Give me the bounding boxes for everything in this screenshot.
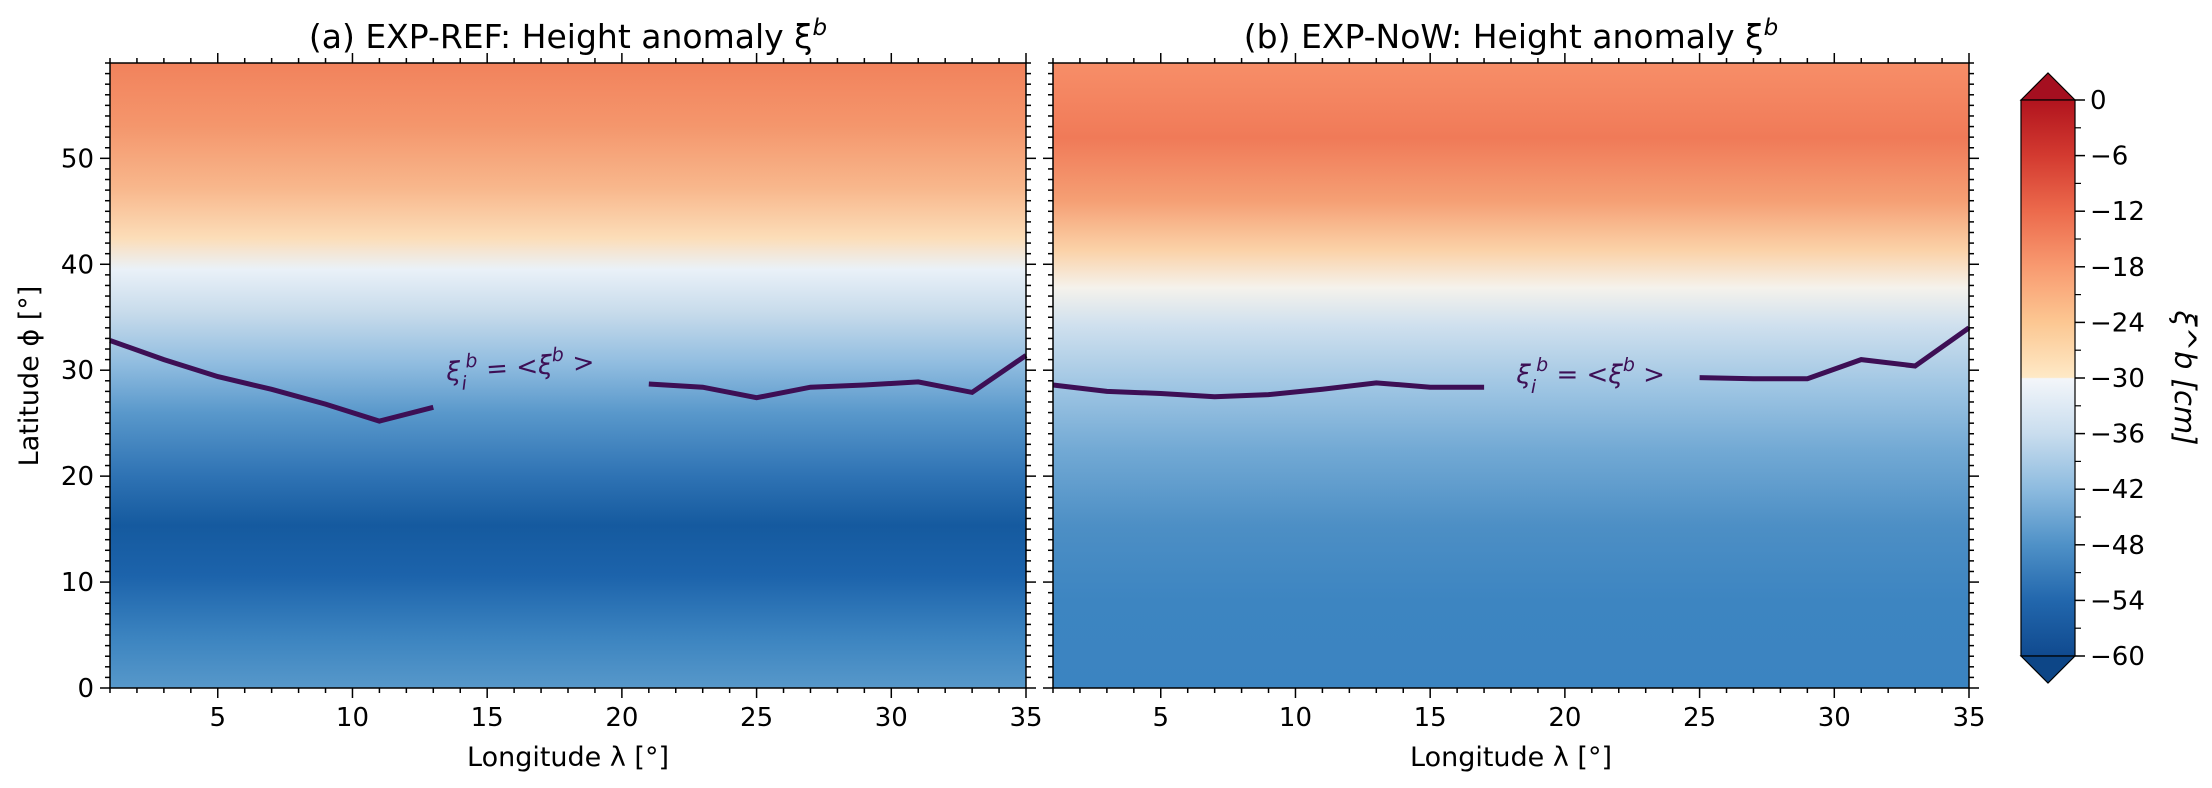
colorbar-tick-label: −42 xyxy=(2090,475,2145,505)
panel-a-field xyxy=(110,63,1026,688)
x-tick-label: 15 xyxy=(471,703,504,733)
panel-b-x-label: Longitude λ [°] xyxy=(1410,742,1612,773)
panel-b-contour-label: ξib = <ξb > xyxy=(1515,354,1665,398)
x-tick-label: 20 xyxy=(1548,703,1581,733)
colorbar-tick-label: 0 xyxy=(2090,86,2107,116)
colorbar-extend-top xyxy=(2019,72,2077,101)
y-tick-label: 50 xyxy=(61,144,94,174)
colorbar-tick-label: −30 xyxy=(2090,364,2145,394)
x-tick-label: 20 xyxy=(605,703,638,733)
colorbar-body xyxy=(2020,99,2076,657)
x-tick-label: 25 xyxy=(740,703,773,733)
colorbar-tick-label: −54 xyxy=(2090,586,2145,616)
y-tick-label: 40 xyxy=(61,250,94,280)
panel-a-contour-label: ξib = <ξb > xyxy=(444,342,596,396)
panel-a-contour xyxy=(109,338,1028,424)
colorbar-tick-label: −48 xyxy=(2090,531,2145,561)
colorbar-ticks: 0 −6 −12 −18 −24 −30 −36 −42 −48 −54 −60 xyxy=(2075,86,2145,672)
colorbar-label: ξ^b [cm] xyxy=(2168,310,2202,446)
panel-a-x-ticks: 5 10 15 20 25 30 35 xyxy=(109,53,1043,733)
colorbar-tick-label: −6 xyxy=(2090,142,2128,172)
panel-a-x-label: Longitude λ [°] xyxy=(467,742,669,773)
colorbar-tick-label: −12 xyxy=(2090,197,2145,227)
panel-a-y-ticks: 0 10 20 30 40 50 xyxy=(61,62,1036,704)
panel-a-y-label: Latitude ϕ [°] xyxy=(14,286,45,467)
x-tick-label: 35 xyxy=(1952,703,1985,733)
x-tick-label: 10 xyxy=(336,703,369,733)
colorbar-tick-label: −36 xyxy=(2090,420,2145,450)
x-tick-label: 5 xyxy=(209,703,226,733)
x-tick-label: 10 xyxy=(1279,703,1312,733)
panel-b-contour xyxy=(1052,325,1971,400)
y-tick-label: 30 xyxy=(61,356,94,386)
y-tick-label: 0 xyxy=(77,674,94,704)
colorbar-tick-label: −60 xyxy=(2090,642,2145,672)
colorbar-extend-bottom xyxy=(2019,655,2077,684)
colorbar: 0 −6 −12 −18 −24 −30 −36 −42 −48 −54 −60 ξ^b [cm] xyxy=(2019,72,2202,684)
panel-b-title: (b) EXP-NoW: Height anomaly ξb xyxy=(1244,15,1778,56)
panel-b-x-ticks: 5 10 15 20 25 30 35 xyxy=(1052,53,1986,733)
panel-b-field xyxy=(1053,63,1969,688)
x-tick-label: 15 xyxy=(1414,703,1447,733)
x-tick-label: 5 xyxy=(1152,703,1169,733)
y-tick-label: 20 xyxy=(61,462,94,492)
panel-b: ξib = <ξb > 5 10 15 20 25 30 35 (b) EXP-NoW: H… xyxy=(1043,15,1986,773)
panel-a-title: (a) EXP-REF: Height anomaly ξb xyxy=(309,15,827,56)
x-tick-label: 25 xyxy=(1683,703,1716,733)
y-tick-label: 10 xyxy=(61,568,94,598)
colorbar-tick-label: −18 xyxy=(2090,253,2145,283)
x-tick-label: 30 xyxy=(1818,703,1851,733)
panel-b-y-ticks xyxy=(1043,62,1979,689)
panel-a: ξib = <ξb > 5 10 15 20 25 30 35 0 10 20 30 40 50 (a… xyxy=(14,15,1043,773)
colorbar-tick-label: −24 xyxy=(2090,308,2145,338)
x-tick-label: 35 xyxy=(1009,703,1042,733)
x-tick-label: 30 xyxy=(875,703,908,733)
